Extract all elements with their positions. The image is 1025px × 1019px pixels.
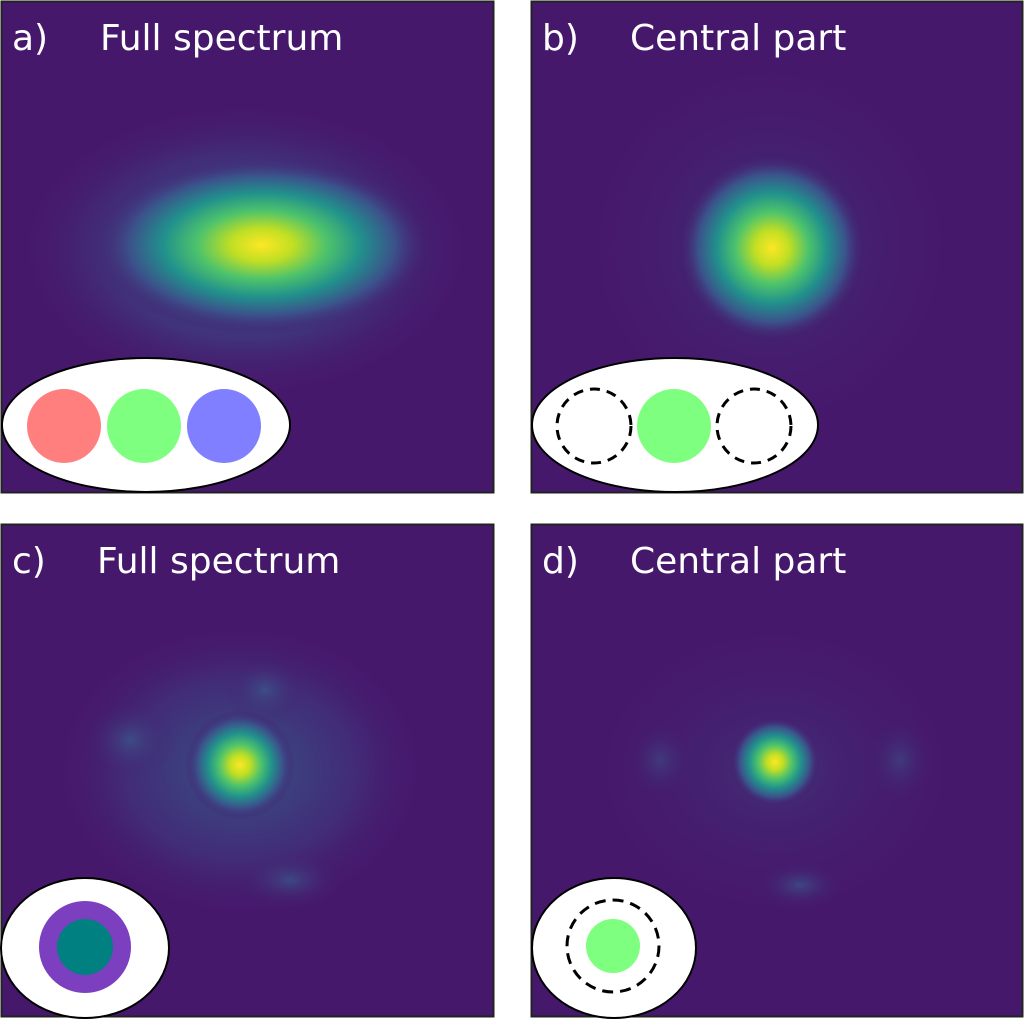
teal-disk bbox=[57, 919, 113, 975]
green-disk bbox=[637, 389, 711, 463]
green-disk bbox=[586, 919, 640, 973]
speckle bbox=[625, 720, 695, 800]
beam-spot bbox=[92, 155, 432, 335]
panel-label: d) bbox=[542, 541, 579, 582]
panel-c: c) Full spectrum bbox=[0, 523, 495, 1019]
red-disk bbox=[27, 389, 101, 463]
panel-title: Full spectrum bbox=[100, 18, 343, 59]
blue-disk bbox=[187, 389, 261, 463]
speckle bbox=[225, 655, 305, 725]
panel-a: a) Full spectrum bbox=[0, 0, 495, 494]
panel-label: a) bbox=[12, 18, 48, 59]
panel-d: d) Central part bbox=[530, 523, 1024, 1019]
panel-b: b) Central part bbox=[530, 0, 1024, 494]
speckle bbox=[865, 715, 935, 805]
beam-spot bbox=[677, 153, 867, 343]
green-disk bbox=[107, 389, 181, 463]
panel-label: c) bbox=[12, 541, 46, 582]
panel-title: Central part bbox=[630, 18, 846, 59]
dashed-ring bbox=[565, 898, 661, 994]
panel-title: Full spectrum bbox=[97, 541, 340, 582]
dashed-disk bbox=[555, 387, 633, 465]
speckle bbox=[755, 860, 845, 910]
panel-label: b) bbox=[542, 18, 579, 59]
beam-spot bbox=[730, 717, 820, 807]
dashed-disk bbox=[715, 387, 793, 465]
beam-spot bbox=[185, 710, 295, 820]
panel-title: Central part bbox=[630, 541, 846, 582]
speckle bbox=[235, 850, 345, 910]
speckle bbox=[85, 700, 175, 780]
